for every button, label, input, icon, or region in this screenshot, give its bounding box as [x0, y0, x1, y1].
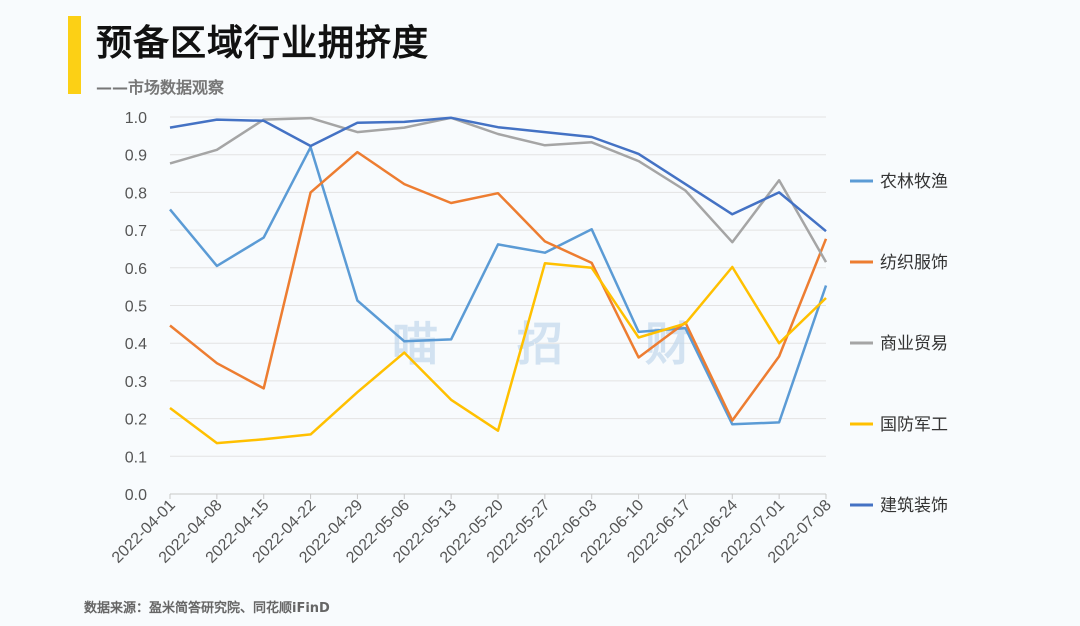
legend-label: 国防军工 [880, 415, 948, 435]
y-tick-label: 0.4 [125, 336, 147, 353]
title-accent-bar [68, 16, 81, 94]
series-lines [169, 116, 828, 445]
y-tick-label: 0.8 [125, 185, 147, 202]
x-axis: 2022-04-012022-04-082022-04-152022-04-22… [109, 494, 835, 567]
series-line [169, 116, 827, 233]
series-line [169, 145, 828, 426]
watermark-char: 招 [517, 317, 563, 371]
y-axis: 0.0 0.1 0.2 0.3 0.4 0.5 0.6 0.7 0.8 0.9 1.0 [125, 110, 147, 504]
series-line [169, 116, 828, 263]
y-tick-label: 0.1 [125, 449, 147, 466]
y-tick-label: 0.0 [125, 487, 147, 504]
data-source-note: 数据来源：盈米简答研究院、同花顺iFinD [84, 601, 330, 616]
y-tick-label: 0.2 [125, 412, 147, 429]
page-title: 预备区域行业拥挤度 [96, 23, 430, 64]
legend-label: 纺织服饰 [880, 253, 948, 273]
series-line [169, 150, 828, 422]
y-tick-label: 0.7 [125, 223, 147, 240]
y-tick-label: 0.9 [125, 148, 147, 165]
y-tick-label: 0.5 [125, 299, 147, 316]
y-tick-label: 0.3 [125, 374, 147, 391]
y-tick-label: 1.0 [125, 110, 147, 127]
legend-label: 建筑装饰 [880, 496, 948, 516]
page-subtitle: ——市场数据观察 [96, 78, 225, 97]
gridlines [170, 116, 826, 495]
watermark-char: 财 [645, 317, 691, 371]
series-line [169, 262, 827, 445]
watermark: 喵招财 [392, 317, 691, 371]
legend-label: 农林牧渔 [880, 172, 948, 192]
legend-label: 商业贸易 [880, 334, 948, 354]
y-tick-label: 0.6 [125, 261, 147, 278]
